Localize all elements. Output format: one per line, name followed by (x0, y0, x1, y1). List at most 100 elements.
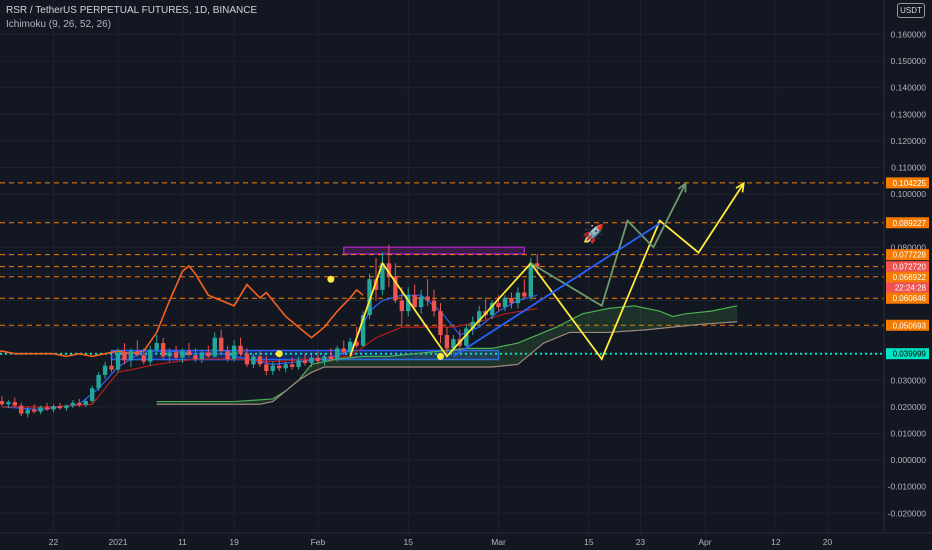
price-tick-label: 0.140000 (891, 83, 927, 93)
candle[interactable] (380, 252, 385, 296)
candle[interactable] (115, 348, 121, 373)
price-tick-label: 0.000000 (891, 455, 927, 465)
candle[interactable] (367, 273, 372, 320)
candle[interactable] (31, 404, 37, 414)
candle[interactable] (19, 402, 24, 417)
candle[interactable] (257, 351, 263, 367)
candle[interactable] (399, 287, 404, 328)
svg-text:0.050693: 0.050693 (893, 321, 927, 330)
candle[interactable] (528, 257, 533, 301)
candle[interactable] (77, 398, 82, 407)
drawings[interactable] (349, 181, 745, 361)
candle[interactable] (96, 372, 101, 391)
candle[interactable] (502, 295, 508, 312)
candle[interactable] (418, 289, 424, 314)
candle[interactable] (0, 396, 5, 406)
candle[interactable] (296, 356, 301, 370)
markers (275, 275, 444, 360)
candle[interactable] (167, 348, 172, 362)
yellow-zigzag-pattern[interactable] (349, 182, 745, 361)
green-projection-path[interactable] (530, 183, 687, 308)
candle[interactable] (244, 348, 250, 367)
candle[interactable] (109, 356, 114, 373)
candle[interactable] (122, 343, 127, 365)
candle[interactable] (451, 335, 456, 354)
candle[interactable] (335, 345, 340, 362)
candle[interactable] (264, 356, 269, 375)
candle[interactable] (328, 348, 334, 362)
time-axis-bg (0, 533, 932, 550)
candle[interactable] (283, 361, 288, 373)
candle[interactable] (509, 292, 514, 309)
candle[interactable] (225, 345, 230, 362)
candle[interactable] (12, 397, 17, 407)
currency-button[interactable]: USDT (897, 3, 925, 18)
candle[interactable] (154, 335, 159, 354)
svg-text:0.089227: 0.089227 (893, 219, 927, 228)
price-tick-label: 0.100000 (891, 189, 927, 199)
candle[interactable] (212, 332, 217, 358)
candle[interactable] (489, 300, 495, 320)
candle[interactable] (425, 279, 430, 306)
candle[interactable] (64, 404, 69, 411)
candle[interactable] (270, 361, 275, 375)
candle[interactable] (231, 340, 237, 362)
candle[interactable] (522, 279, 527, 298)
candle[interactable] (180, 348, 185, 364)
candle[interactable] (6, 400, 11, 409)
candle[interactable] (315, 351, 321, 365)
candle[interactable] (57, 402, 63, 410)
candle[interactable] (348, 337, 353, 356)
candle[interactable] (193, 348, 198, 362)
candle[interactable] (412, 284, 417, 312)
candle[interactable] (25, 406, 30, 418)
candle[interactable] (102, 361, 108, 379)
candle[interactable] (289, 357, 295, 370)
svg-text:0.077228: 0.077228 (893, 251, 927, 260)
candle[interactable] (302, 353, 308, 366)
indicator-legend[interactable]: Ichimoku (9, 26, 52, 26) (6, 19, 112, 30)
candle[interactable] (186, 343, 192, 357)
candle[interactable] (277, 359, 282, 371)
candle[interactable] (160, 337, 166, 360)
svg-text:0.060846: 0.060846 (893, 294, 927, 303)
candle[interactable] (386, 244, 392, 288)
candle[interactable] (251, 353, 256, 369)
candle[interactable] (38, 405, 43, 415)
series-leading-span-b (156, 321, 738, 405)
candle[interactable] (444, 327, 450, 357)
candle[interactable] (90, 385, 95, 403)
candle[interactable] (322, 353, 327, 366)
candle[interactable] (70, 400, 76, 409)
candle[interactable] (515, 287, 521, 309)
candle[interactable] (477, 305, 482, 328)
candle[interactable] (51, 404, 56, 413)
price-tick-label: 0.110000 (891, 163, 926, 173)
candle[interactable] (173, 345, 179, 360)
candle[interactable] (431, 289, 437, 317)
candle[interactable] (83, 398, 88, 407)
candle[interactable] (135, 340, 140, 357)
time-tick-label: 11 (178, 537, 187, 547)
candle[interactable] (438, 303, 443, 344)
candle[interactable] (219, 329, 224, 354)
svg-text:0.068922: 0.068922 (893, 273, 927, 282)
price-tick-label: 0.020000 (891, 402, 927, 412)
candle[interactable] (148, 345, 153, 366)
candle[interactable] (44, 402, 50, 411)
price-label: 0.104225 (886, 177, 929, 189)
resistance-zone[interactable] (343, 246, 526, 255)
candle[interactable] (464, 324, 469, 349)
candle[interactable] (206, 345, 211, 358)
candle[interactable] (309, 355, 314, 367)
candle[interactable] (141, 348, 146, 365)
price-label: 0.068922 (886, 271, 929, 283)
candle[interactable] (238, 337, 243, 357)
candle[interactable] (341, 340, 346, 356)
candle[interactable] (199, 349, 205, 364)
candle[interactable] (470, 316, 475, 336)
blue-trendline[interactable] (452, 222, 661, 358)
candle[interactable] (128, 348, 134, 367)
time-axis[interactable]: 22 2021 11 19 Feb 15 Mar 15 23 Apr 12 20 (0, 532, 932, 550)
